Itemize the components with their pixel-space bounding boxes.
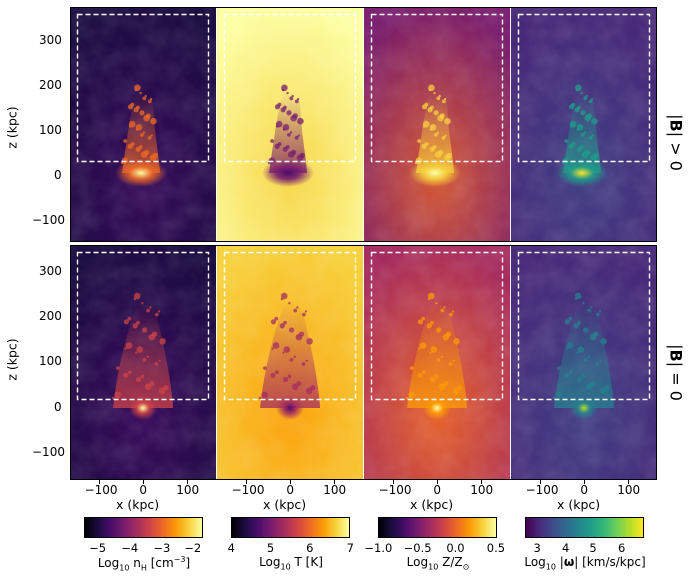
x-tick-mark — [143, 480, 144, 484]
map-panel-density-row1 — [70, 7, 216, 242]
colorbar-tick-label: −5 — [89, 541, 107, 555]
x-tick-mark — [540, 480, 541, 484]
dashed-region-box — [517, 251, 651, 401]
x-tick-mark — [334, 480, 335, 484]
colorbar-tick-label: −0.5 — [403, 541, 432, 555]
map-panel-metallicity-row1 — [364, 7, 510, 242]
x-tick-label: 0 — [139, 483, 148, 497]
colorbar-tick-label: 6 — [617, 541, 626, 555]
colorbar-tick-label: −3 — [153, 541, 171, 555]
dashed-region-box — [223, 13, 357, 163]
y-tick-label: −100 — [32, 213, 65, 227]
x-tick-mark — [628, 480, 629, 484]
row-label-magnetized: |B| > 0 — [666, 114, 686, 171]
x-tick-mark — [584, 480, 585, 484]
dashed-region-box — [76, 13, 210, 163]
colorbar-tick-label: 3 — [533, 541, 541, 555]
dashed-region-box — [370, 13, 504, 163]
x-tick-mark — [99, 480, 100, 484]
colorbar-tick-label: 5 — [266, 541, 275, 555]
map-panel-temperature-row2 — [217, 245, 363, 480]
row-label-unmagnetized: |B| = 0 — [666, 344, 686, 401]
x-tick-mark — [246, 480, 247, 484]
x-axis-title: x (kpc) — [263, 497, 307, 512]
map-panel-vorticity-row1 — [511, 7, 657, 242]
colorbar-gradient — [378, 517, 497, 538]
x-axis-title: x (kpc) — [557, 497, 601, 512]
x-tick-mark — [187, 480, 188, 484]
y-tick-label: 200 — [39, 78, 62, 92]
dashed-region-box — [370, 251, 504, 401]
colorbar-tick-label: 4 — [227, 541, 235, 555]
x-tick-mark — [437, 480, 438, 484]
x-tick-label: −100 — [231, 483, 265, 497]
y-tick-label: 300 — [39, 33, 62, 47]
map-panel-density-row2 — [70, 245, 216, 480]
colorbar-gradient — [84, 517, 203, 538]
y-tick-label: 0 — [54, 168, 62, 182]
x-tick-label: 100 — [176, 483, 200, 497]
x-tick-label: 0 — [580, 483, 589, 497]
x-tick-label: 100 — [617, 483, 641, 497]
map-panel-vorticity-row2 — [511, 245, 657, 480]
y-tick-label: 200 — [39, 309, 62, 323]
colorbar-gradient — [525, 517, 644, 538]
y-tick-label: 0 — [54, 400, 62, 414]
dashed-region-box — [223, 251, 357, 401]
x-tick-label: 100 — [470, 483, 494, 497]
y-axis-title-bottom: z (kpc) — [4, 338, 20, 381]
colorbar-tick-label: 5 — [589, 541, 597, 555]
y-tick-label: 100 — [39, 354, 62, 368]
x-axis-title: x (kpc) — [410, 497, 454, 512]
colorbar-tick-label: −4 — [121, 541, 139, 555]
x-tick-mark — [481, 480, 482, 484]
x-axis-title: x (kpc) — [116, 497, 160, 512]
y-tick-label: 100 — [39, 123, 62, 137]
colorbar-tick-label: −1.0 — [364, 541, 393, 555]
dashed-region-box — [76, 251, 210, 401]
x-tick-label: −100 — [84, 483, 118, 497]
x-tick-label: 100 — [323, 483, 347, 497]
colorbar-tick-label: 7 — [346, 541, 354, 555]
map-panel-temperature-row1 — [217, 7, 363, 242]
dashed-region-box — [517, 13, 651, 163]
x-tick-label: 0 — [286, 483, 295, 497]
y-tick-label: −100 — [32, 445, 65, 459]
colorbar-tick-label: −2 — [184, 541, 202, 555]
colorbar-gradient — [231, 517, 350, 538]
colorbar-title: Log10 Z/Z⊙ — [406, 555, 470, 572]
colorbar-tick-label: 4 — [562, 541, 570, 555]
x-tick-mark — [290, 480, 291, 484]
map-panel-metallicity-row2 — [364, 245, 510, 480]
colorbar-title: Log10 nH [cm−3] — [97, 555, 191, 573]
y-axis-title-top: z (kpc) — [4, 106, 20, 149]
x-tick-label: 0 — [433, 483, 442, 497]
y-tick-label: 300 — [39, 264, 62, 278]
x-tick-label: −100 — [525, 483, 559, 497]
colorbar-title: Log10 |ω| [km/s/kpc] — [524, 555, 646, 572]
colorbar-title: Log10 T [K] — [259, 555, 323, 572]
x-tick-label: −100 — [378, 483, 412, 497]
colorbar-tick-label: 0.5 — [486, 541, 506, 555]
colorbar-tick-label: 6 — [306, 541, 314, 555]
x-tick-mark — [393, 480, 394, 484]
colorbar-tick-label: 0.0 — [446, 541, 465, 555]
